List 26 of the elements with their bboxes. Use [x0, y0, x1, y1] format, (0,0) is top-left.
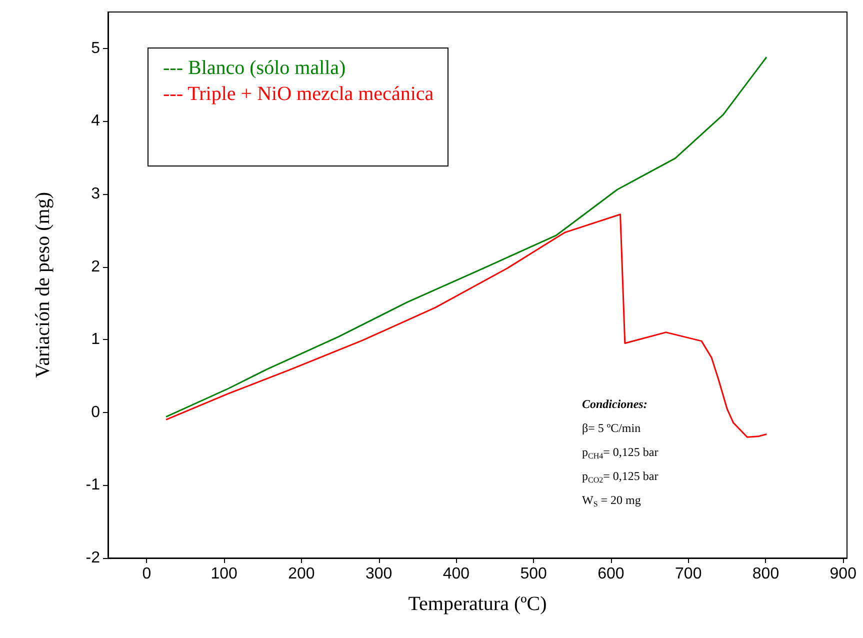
y-tick-label: 3	[91, 186, 100, 202]
y-tick-label: 1	[91, 331, 100, 348]
text: --- Blanco (sólo malla)	[163, 57, 346, 79]
y-tick-label: 0	[91, 404, 100, 421]
x-tick-label: 700	[675, 566, 702, 582]
x-tick-label: 400	[442, 566, 470, 582]
y-tick-label: 5	[91, 40, 100, 57]
x-tick-label: 100	[210, 566, 238, 582]
y-axis-title: Variación de peso (mg)	[32, 192, 54, 378]
annotation: β= 5 ºC/min	[582, 421, 641, 435]
x-tick-label: 200	[288, 566, 315, 582]
annotation: Condiciones:	[582, 397, 648, 411]
y-tick-label: 4	[91, 112, 100, 130]
x-axis-title: Temperatura (ºC)	[408, 593, 547, 615]
x-tick-label: 800	[752, 566, 780, 582]
x-tick-label: 300	[365, 566, 392, 582]
y-tick-label: -2	[86, 550, 100, 566]
text: --- Triple + NiO mezcla mecánica	[163, 83, 434, 105]
x-tick-label: 600	[598, 566, 624, 582]
y-tick-label: 2	[91, 258, 100, 276]
x-tick-label: 900	[830, 566, 857, 582]
y-tick-label: -1	[86, 476, 100, 494]
line-series	[165, 56, 768, 418]
x-tick-label: 500	[520, 566, 548, 582]
line-series	[165, 214, 768, 438]
x-tick-label: 0	[142, 566, 152, 582]
